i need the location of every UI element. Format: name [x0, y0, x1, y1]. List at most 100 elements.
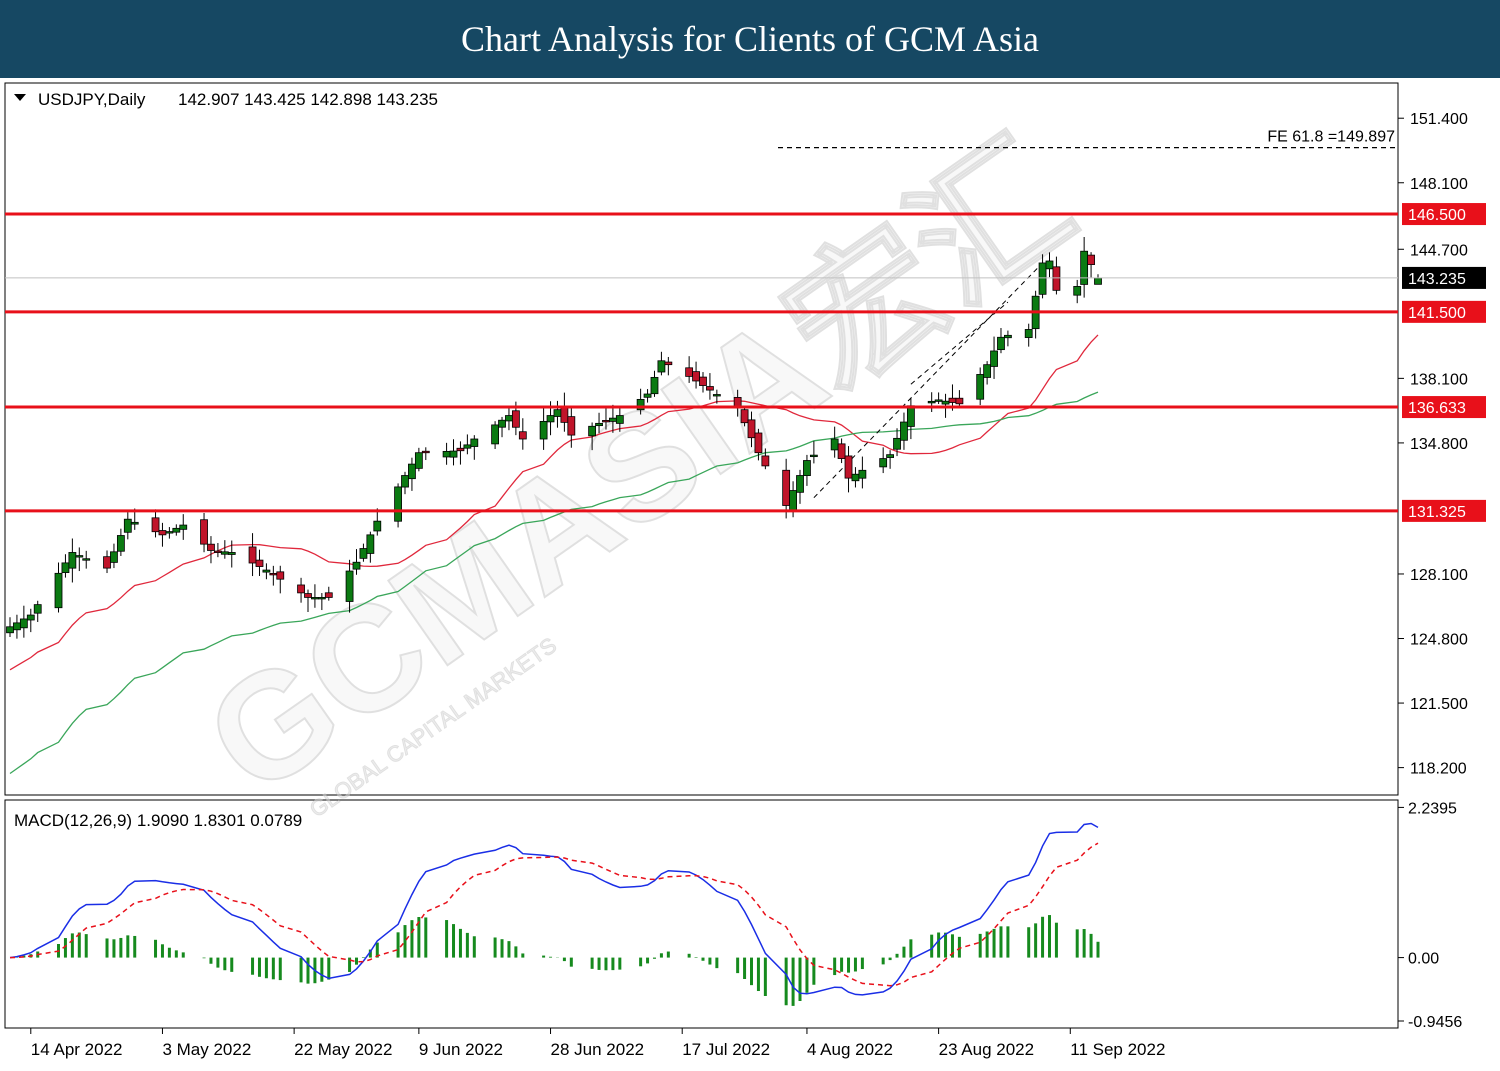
- candle-body: [1094, 277, 1102, 285]
- candle-body: [75, 555, 84, 558]
- candle-body: [19, 618, 28, 629]
- candle-body: [297, 584, 305, 594]
- candle-body: [116, 535, 125, 552]
- candle-body: [276, 571, 285, 580]
- y-tick-label: 124.800: [1410, 632, 1468, 649]
- candle-body: [560, 405, 569, 423]
- candle-body: [13, 622, 21, 631]
- candle-body: [761, 455, 770, 467]
- candle-body: [311, 597, 319, 600]
- candle-body: [948, 397, 957, 403]
- symbol-header: USDJPY,Daily: [38, 90, 146, 109]
- y-tick-label: 148.100: [1410, 176, 1468, 193]
- candle-body: [539, 420, 548, 440]
- candle-body: [269, 572, 278, 576]
- candle-body: [463, 444, 472, 449]
- candle-body: [851, 473, 860, 482]
- candle-body: [699, 376, 707, 386]
- current-price-badge: [1402, 266, 1486, 289]
- macd-y-tick-label: -0.9456: [1408, 1014, 1462, 1031]
- x-tick-label: 14 Apr 2022: [31, 1040, 123, 1059]
- y-tick-label: 134.800: [1410, 436, 1468, 453]
- candle-body: [373, 520, 382, 532]
- candle-body: [997, 336, 1005, 351]
- candle-body: [809, 454, 818, 458]
- y-tick-label: 151.400: [1410, 111, 1468, 128]
- ma50-line: [9, 391, 1099, 775]
- candle-body: [990, 350, 998, 367]
- macd-signal-line: [9, 842, 1099, 987]
- candle-body: [110, 551, 118, 563]
- y-tick-label: 144.700: [1410, 242, 1468, 259]
- candle-body: [941, 400, 950, 405]
- y-tick-label: 121.500: [1410, 696, 1468, 713]
- x-tick-label: 23 Aug 2022: [939, 1040, 1034, 1059]
- candle-body: [796, 475, 804, 493]
- candle-body: [200, 519, 208, 545]
- candle-body: [470, 438, 479, 447]
- candle-body: [456, 447, 465, 452]
- candle-body: [879, 458, 888, 468]
- candle-body: [1052, 266, 1061, 291]
- level-label: 141.500: [1408, 305, 1466, 322]
- candle-body: [927, 400, 936, 404]
- level-badge: [1402, 203, 1486, 226]
- candle-body: [754, 432, 763, 454]
- symbol-dropdown-icon[interactable]: [14, 94, 26, 101]
- candle-body: [893, 437, 901, 450]
- candle-body: [151, 517, 160, 533]
- candle-body: [262, 569, 271, 573]
- candle-body: [609, 417, 617, 422]
- level-badge: [1402, 499, 1486, 522]
- candle-body: [1087, 254, 1095, 265]
- candle-body: [1038, 262, 1047, 295]
- candle-body: [68, 552, 77, 569]
- candle-body: [213, 550, 222, 553]
- candle-body: [255, 559, 264, 567]
- candle-body: [553, 409, 562, 417]
- candle-body: [934, 399, 943, 402]
- macd-line: [9, 822, 1099, 996]
- x-tick-label: 11 Sep 2022: [1070, 1040, 1165, 1059]
- candle-body: [54, 572, 63, 609]
- candle-body: [158, 530, 167, 536]
- candle-body: [421, 450, 430, 454]
- level-badge: [1402, 396, 1486, 419]
- candle-body: [588, 425, 597, 437]
- current-price-label: 143.235: [1408, 271, 1466, 288]
- candle-body: [518, 431, 527, 440]
- candle-body: [172, 527, 181, 533]
- candle-body: [803, 460, 811, 477]
- candle-body: [567, 416, 576, 436]
- candle-body: [304, 593, 312, 598]
- candle-body: [130, 521, 139, 525]
- level-label: 136.633: [1408, 400, 1466, 417]
- candle-body: [179, 524, 188, 530]
- x-tick-label: 17 Jul 2022: [682, 1040, 770, 1059]
- candle-body: [123, 518, 132, 533]
- candle-body: [886, 454, 895, 458]
- candle-body: [220, 551, 229, 555]
- candle-body: [408, 463, 416, 480]
- candle-body: [61, 562, 70, 574]
- candle-body: [1004, 334, 1012, 339]
- level-label: 146.500: [1408, 207, 1466, 224]
- price-chart: GCMASIA宏汇 GLOBAL CAPITAL MARKETS 146.500…: [0, 78, 1500, 1071]
- candle-body: [345, 570, 354, 602]
- candle-body: [1024, 329, 1033, 338]
- candle-body: [602, 420, 610, 423]
- candle-body: [546, 415, 555, 423]
- candle-body: [685, 367, 694, 377]
- x-tick-label: 9 Jun 2022: [419, 1040, 503, 1059]
- candle-body: [33, 604, 42, 614]
- candle-body: [359, 548, 368, 559]
- candle-body: [595, 422, 603, 427]
- y-tick-label: 118.200: [1410, 761, 1467, 778]
- candle-body: [26, 614, 35, 621]
- candle-body: [1073, 286, 1082, 296]
- candle-body: [324, 592, 333, 598]
- candle-body: [983, 364, 992, 378]
- candle-body: [844, 455, 853, 479]
- x-tick-label: 22 May 2022: [294, 1040, 392, 1059]
- candle-body: [366, 534, 375, 554]
